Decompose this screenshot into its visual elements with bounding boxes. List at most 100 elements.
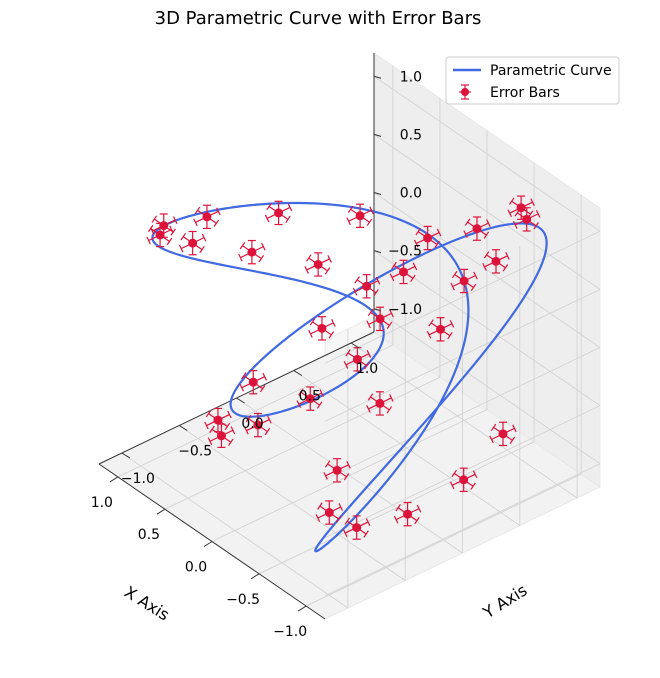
y-tick-mark xyxy=(350,342,360,349)
errorbar-cap xyxy=(364,362,370,370)
y-tick-label: −0.5 xyxy=(178,444,212,460)
y-tick-mark xyxy=(178,425,188,431)
errorbar-cap xyxy=(178,244,184,253)
z-tick-label: 0.0 xyxy=(400,186,422,202)
errorbar-cap xyxy=(509,436,516,444)
legend-curve-label: Parametric Curve xyxy=(490,63,612,79)
data-point xyxy=(155,230,165,240)
errorbar-cap xyxy=(352,287,358,296)
errorbar-cap xyxy=(344,517,351,525)
errorbar-cap xyxy=(365,518,371,526)
errorbar-cap xyxy=(428,319,434,327)
errorbar-point-21 xyxy=(507,195,535,220)
errorbar-cap xyxy=(227,410,232,419)
errorbar-cap xyxy=(241,372,247,380)
errorbar-cap xyxy=(298,388,304,396)
data-point xyxy=(352,354,362,364)
grid-line xyxy=(350,342,578,499)
errorbar-cap xyxy=(366,320,371,329)
z-tick-mark xyxy=(373,308,382,312)
errorbar-point-4 xyxy=(193,204,221,230)
data-point xyxy=(247,247,257,257)
errorbar-point-17 xyxy=(239,369,267,395)
errorbar-cap xyxy=(239,242,246,250)
data-point xyxy=(248,377,258,387)
errorbar-cap xyxy=(410,274,416,283)
data-point xyxy=(491,256,501,266)
errorbar-cap xyxy=(287,203,293,212)
data-point xyxy=(274,208,284,218)
errorbar-cap xyxy=(415,227,421,236)
errorbar-point-27 xyxy=(315,500,344,525)
chart-title: 3D Parametric Curve with Error Bars xyxy=(155,8,482,29)
errorbar-cap xyxy=(505,251,510,260)
data-point xyxy=(459,475,469,485)
errorbar-cap xyxy=(375,276,381,285)
errorbar-point-12 xyxy=(343,347,372,372)
errorbar-point-24 xyxy=(426,317,455,342)
errorbar-cap xyxy=(342,529,348,537)
errorbar-cap xyxy=(346,460,351,469)
errorbar-cap xyxy=(449,319,455,328)
y-tick-mark xyxy=(236,397,245,404)
errorbar-cap xyxy=(169,225,174,234)
errorbar-cap xyxy=(146,236,151,245)
errorbar-cap xyxy=(450,282,455,291)
errorbar-cap xyxy=(393,515,399,524)
errorbar-point-22 xyxy=(512,207,541,232)
errorbar-cap xyxy=(472,470,478,479)
data-point xyxy=(522,214,532,224)
errorbar-cap xyxy=(264,427,271,436)
errorbar-point-11 xyxy=(366,306,394,332)
x-axis-label: X Axis xyxy=(121,582,173,624)
data-point xyxy=(188,238,198,248)
errorbar-cap xyxy=(213,219,220,227)
errorbar-cap xyxy=(343,360,349,369)
errorbar-cap xyxy=(369,206,374,215)
errorbar-cap xyxy=(205,409,212,418)
errorbar-cap xyxy=(323,471,328,480)
errorbar-cap xyxy=(261,242,266,251)
errorbar-cap xyxy=(366,218,373,226)
legend: Parametric Curve Error Bars xyxy=(445,56,620,105)
errorbar-point-3 xyxy=(264,200,293,226)
errorbar-cap xyxy=(331,318,336,327)
errorbar-cap xyxy=(258,254,265,263)
errorbar-cap xyxy=(463,230,468,238)
errorbar-cap xyxy=(172,216,178,224)
errorbar-point-20 xyxy=(463,216,491,241)
data-point xyxy=(317,323,327,333)
errorbar-cap xyxy=(166,237,173,246)
errorbar-cap xyxy=(308,329,313,338)
grid-lines xyxy=(98,53,601,620)
errorbar-cap xyxy=(296,400,302,408)
grid-line xyxy=(373,75,601,232)
errorbar-cap xyxy=(483,231,490,239)
errorbar-cap xyxy=(502,264,509,272)
errorbar-cap xyxy=(238,253,243,262)
grid-line xyxy=(373,192,601,348)
errorbar-cap xyxy=(151,215,158,223)
errorbar-point-18 xyxy=(308,316,336,341)
errorbar-cap xyxy=(319,389,324,397)
errorbar-cap xyxy=(412,262,418,271)
errorbar-cap xyxy=(228,438,234,446)
errorbar-cap xyxy=(367,308,374,317)
errorbar-cap xyxy=(389,394,394,402)
y-tick-mark xyxy=(293,370,303,376)
x-tick-label: −1.0 xyxy=(273,624,307,640)
errorbar-cap xyxy=(535,209,541,218)
errorbar-cap xyxy=(266,202,272,211)
errorbar-cap xyxy=(436,228,442,237)
grid-line xyxy=(324,230,601,364)
errorbar-cap xyxy=(416,504,422,513)
errorbar-cap xyxy=(343,473,350,481)
errorbar-cap xyxy=(239,383,245,392)
errorbar-cap xyxy=(451,469,458,477)
data-point xyxy=(472,224,482,234)
errorbar-cap xyxy=(354,276,360,284)
errorbar-cap xyxy=(514,209,521,217)
errorbar-point-14 xyxy=(244,412,272,438)
errorbar-cap xyxy=(391,261,397,270)
errorbar-cap xyxy=(507,209,512,218)
